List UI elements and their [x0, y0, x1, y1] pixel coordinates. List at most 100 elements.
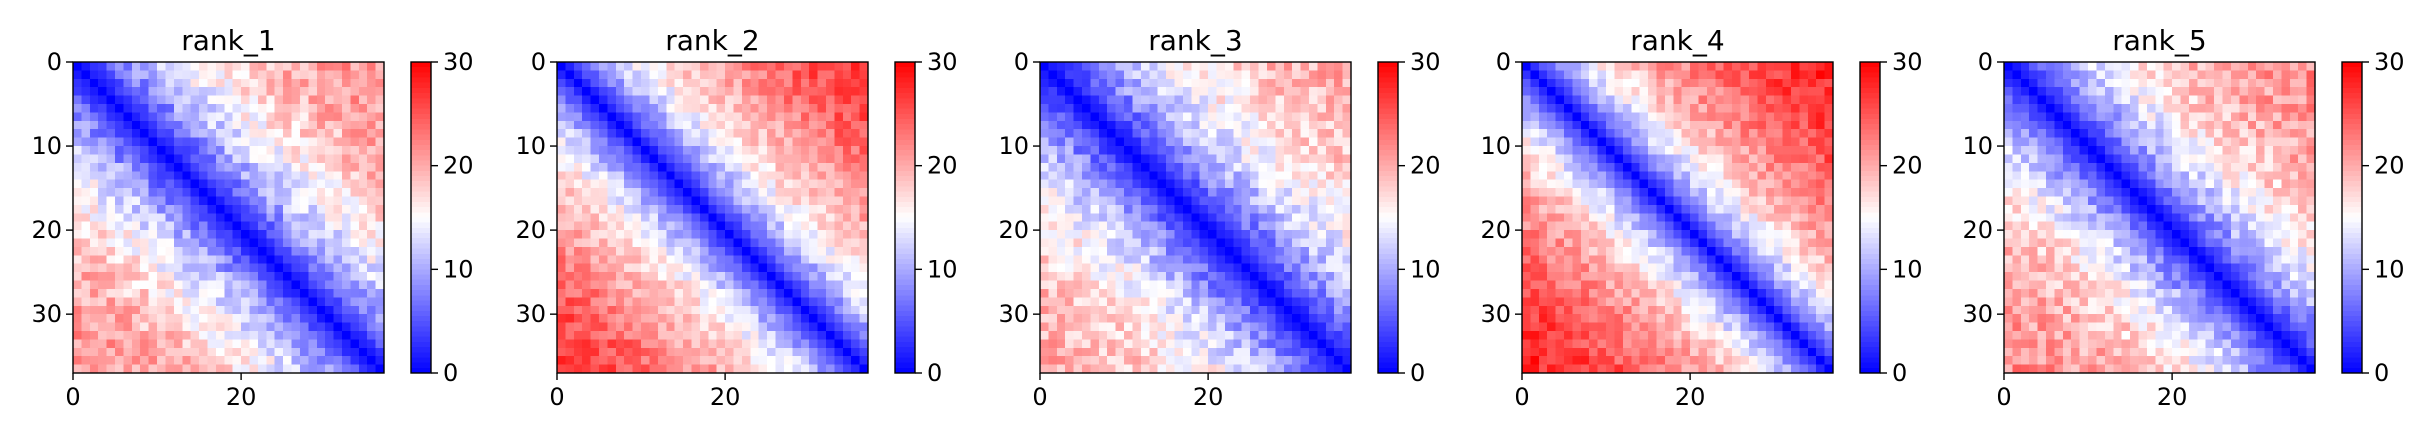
heatmap-cell [767, 154, 776, 163]
heatmap-cell [1334, 163, 1343, 172]
heatmap-cell [199, 289, 208, 298]
heatmap-cell [599, 339, 608, 348]
heatmap-cell [675, 247, 684, 256]
heatmap-cell [1166, 356, 1175, 365]
heatmap-cell [115, 230, 124, 239]
heatmap-cell [1074, 79, 1083, 88]
heatmap-cell [98, 213, 107, 222]
heatmap-cell [574, 146, 583, 155]
heatmap-cell [224, 339, 233, 348]
heatmap-cell [1741, 171, 1750, 180]
heatmap-cell [1090, 272, 1099, 281]
heatmap-cell [666, 188, 675, 197]
heatmap-cell [266, 331, 275, 340]
heatmap-cell [742, 331, 751, 340]
heatmap-cell [342, 255, 351, 264]
heatmap-cell [708, 96, 717, 105]
heatmap-cell [725, 163, 734, 172]
heatmap-cell [725, 138, 734, 147]
heatmap-cell [1816, 112, 1825, 121]
colorbar-segment [895, 264, 915, 270]
heatmap-cell [565, 138, 574, 147]
heatmap-cell [1233, 222, 1242, 231]
heatmap-cell [1225, 62, 1234, 71]
heatmap-cell [165, 356, 174, 365]
heatmap-cell [641, 180, 650, 189]
heatmap-cell [1825, 112, 1834, 121]
heatmap-cell [1124, 247, 1133, 256]
heatmap-cell [860, 339, 869, 348]
heatmap-cell [599, 163, 608, 172]
heatmap-cell [1200, 239, 1209, 248]
heatmap-cell [826, 222, 835, 231]
heatmap-cell [317, 264, 326, 273]
heatmap-cell [624, 356, 633, 365]
heatmap-cell [809, 171, 818, 180]
heatmap-cell [1598, 196, 1607, 205]
heatmap-cell [1065, 62, 1074, 71]
heatmap-cell [1208, 306, 1217, 315]
heatmap-cell [1174, 281, 1183, 290]
heatmap-cell [717, 154, 726, 163]
heatmap-cell [1090, 331, 1099, 340]
heatmap-cell [317, 129, 326, 138]
heatmap-cell [1233, 104, 1242, 113]
heatmap-cell [1166, 306, 1175, 315]
heatmap-cell [207, 264, 216, 273]
heatmap-cell [132, 222, 141, 231]
heatmap-cell [1107, 70, 1116, 79]
heatmap-cell [734, 365, 743, 374]
heatmap-cell [182, 222, 191, 231]
heatmap-cell [342, 289, 351, 298]
heatmap-cell [359, 339, 368, 348]
heatmap-cell [1284, 314, 1293, 323]
heatmap-cell [191, 289, 200, 298]
heatmap-cell [658, 272, 667, 281]
heatmap-cell [1217, 281, 1226, 290]
colorbar-segment [895, 192, 915, 198]
heatmap-cell [683, 138, 692, 147]
heatmap-cell [641, 339, 650, 348]
heatmap-cell [700, 348, 709, 357]
heatmap-cell [1149, 112, 1158, 121]
heatmap-cell [1317, 272, 1326, 281]
heatmap-cell [233, 146, 242, 155]
heatmap-cell [1158, 314, 1167, 323]
heatmap-cell [683, 281, 692, 290]
heatmap-cell [367, 230, 376, 239]
heatmap-cell [317, 104, 326, 113]
heatmap-cell [90, 138, 99, 147]
heatmap-cell [1682, 112, 1691, 121]
heatmap-cell [367, 314, 376, 323]
heatmap-cell [750, 239, 759, 248]
colorbar-segment [411, 342, 431, 348]
heatmap-cell [633, 121, 642, 130]
heatmap-cell [250, 247, 259, 256]
heatmap-cell [759, 247, 768, 256]
heatmap-cell [641, 121, 650, 130]
heatmap-cell [258, 272, 267, 281]
heatmap-cell [666, 79, 675, 88]
heatmap-cell [767, 180, 776, 189]
heatmap-cell [275, 104, 284, 113]
heatmap-cell [1217, 230, 1226, 239]
heatmap-cell [607, 96, 616, 105]
heatmap-cell [1208, 112, 1217, 121]
heatmap-cell [123, 196, 132, 205]
heatmap-cell [1665, 154, 1674, 163]
heatmap-cell [73, 87, 82, 96]
heatmap-cell [149, 163, 158, 172]
heatmap-cell [1166, 281, 1175, 290]
heatmap-cell [1757, 79, 1766, 88]
heatmap-cell [1309, 205, 1318, 214]
heatmap-cell [843, 138, 852, 147]
heatmap-cell [73, 264, 82, 273]
colorbar-segment [895, 352, 915, 358]
heatmap-cell [734, 180, 743, 189]
heatmap-cell [826, 289, 835, 298]
heatmap-cell [792, 213, 801, 222]
heatmap-cell [1343, 146, 1352, 155]
heatmap-cell [1301, 289, 1310, 298]
heatmap-cell [1040, 222, 1049, 231]
heatmap-cell [1284, 196, 1293, 205]
